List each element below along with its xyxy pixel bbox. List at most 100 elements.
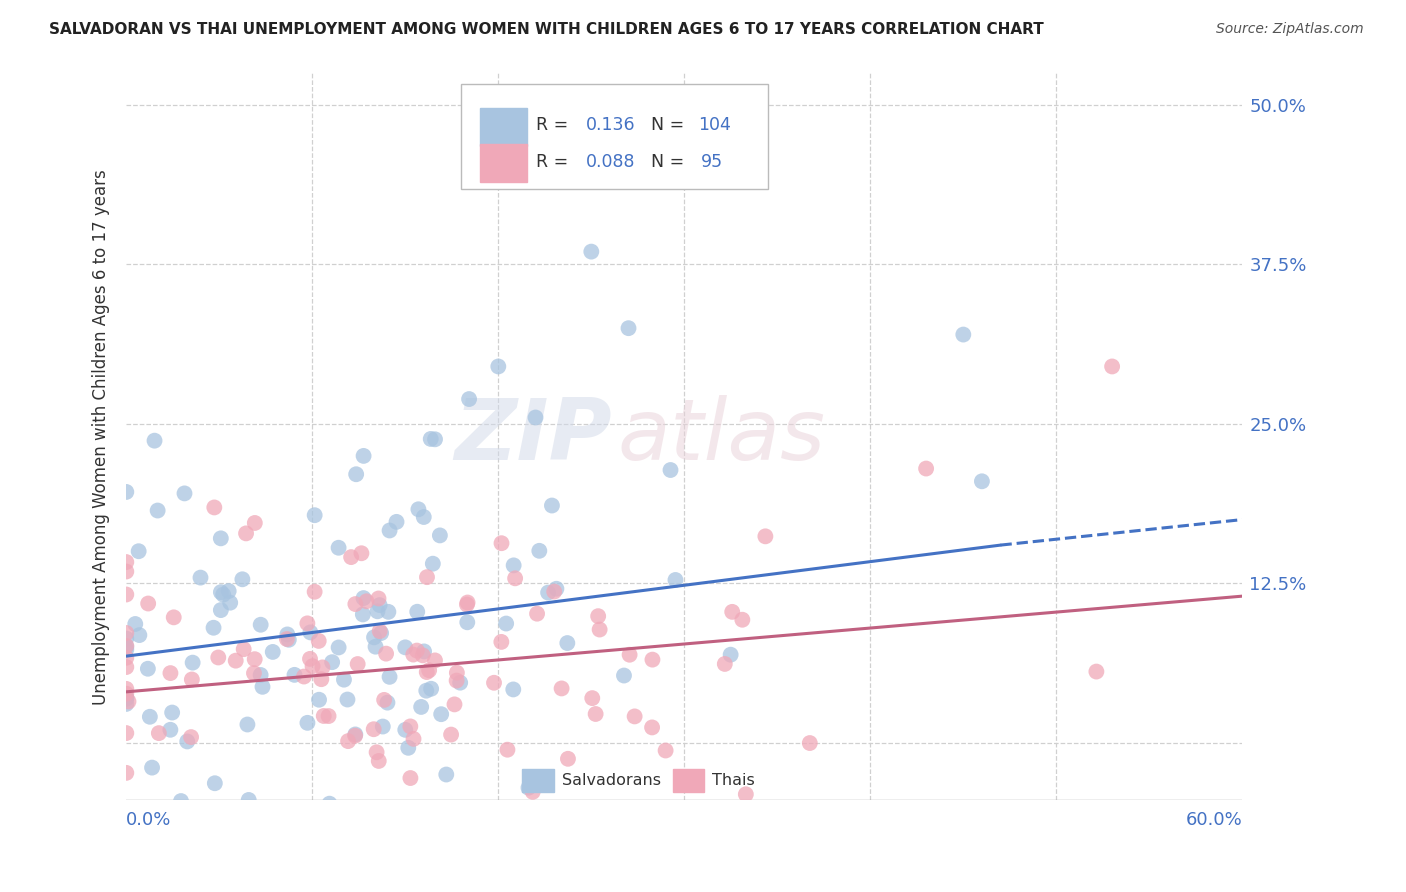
Point (415, 683, 437, 698)
Point (420, 681, 443, 696)
Point (423, 432, 446, 446)
Point (434, 767, 457, 781)
Point (550, 681, 572, 696)
Point (148, 813, 170, 827)
Point (139, 710, 162, 724)
Point (491, 536, 513, 550)
Point (124, 617, 146, 632)
Point (128, 628, 150, 642)
Point (619, 648, 641, 662)
Point (115, 555, 138, 569)
Point (285, 813, 308, 827)
Point (225, 654, 247, 668)
Point (243, 516, 266, 530)
Point (654, 743, 676, 757)
Point (181, 656, 204, 670)
Point (207, 650, 229, 665)
Point (1085, 665, 1108, 679)
Bar (479, 145, 527, 182)
Point (277, 632, 299, 647)
Point (115, 687, 138, 701)
Point (353, 591, 375, 606)
Point (799, 736, 821, 750)
Point (731, 613, 754, 627)
Point (180, 673, 202, 687)
Point (915, 461, 938, 475)
Point (422, 557, 444, 571)
Point (115, 690, 138, 705)
Point (328, 541, 350, 555)
Point (136, 662, 159, 676)
Point (363, 631, 385, 645)
Point (318, 709, 340, 723)
Point (370, 626, 392, 640)
FancyBboxPatch shape (461, 84, 768, 189)
Point (321, 655, 343, 669)
Bar (523, 769, 554, 792)
Text: 95: 95 (702, 153, 723, 170)
Point (202, 500, 225, 515)
Point (586, 609, 609, 624)
Point (363, 723, 385, 737)
Point (396, 740, 419, 755)
Point (412, 648, 434, 663)
Point (163, 610, 186, 624)
Point (970, 475, 993, 489)
Point (502, 558, 524, 573)
Point (446, 665, 468, 680)
Point (1101, 359, 1123, 374)
Point (337, 734, 360, 748)
Point (529, 543, 551, 558)
Point (458, 392, 481, 406)
Point (304, 584, 326, 599)
Point (115, 642, 138, 657)
Text: 0.088: 0.088 (586, 153, 636, 170)
Point (115, 726, 138, 740)
Point (115, 691, 138, 706)
Point (115, 650, 138, 665)
Point (115, 639, 138, 653)
Point (394, 723, 416, 737)
Point (720, 648, 742, 662)
Point (581, 244, 603, 259)
Point (375, 647, 398, 661)
Point (537, 585, 560, 599)
Bar (479, 108, 527, 145)
Point (344, 597, 367, 611)
Point (588, 623, 610, 637)
Point (416, 665, 439, 679)
Point (366, 604, 388, 618)
Point (449, 675, 471, 690)
Point (443, 698, 465, 712)
Point (136, 597, 159, 611)
Point (115, 690, 138, 705)
Point (346, 657, 368, 671)
Text: 60.0%: 60.0% (1185, 811, 1243, 829)
Text: Thais: Thais (713, 773, 755, 789)
Point (714, 657, 737, 671)
Point (350, 546, 373, 560)
Point (399, 719, 422, 733)
Point (143, 434, 166, 448)
Point (344, 727, 367, 741)
Point (368, 624, 391, 639)
Point (377, 696, 399, 710)
Point (617, 321, 640, 335)
Point (457, 595, 479, 609)
Point (502, 682, 524, 697)
Text: 104: 104 (697, 116, 731, 135)
Point (373, 806, 395, 821)
Point (299, 625, 322, 640)
Point (276, 632, 298, 646)
Point (486, 359, 509, 374)
Point (721, 605, 744, 619)
Point (297, 616, 319, 631)
Point (115, 640, 138, 654)
Point (159, 666, 181, 681)
Point (416, 570, 439, 584)
Text: R =: R = (536, 116, 579, 135)
Point (243, 666, 266, 681)
Point (440, 728, 463, 742)
Point (115, 485, 138, 500)
Point (180, 730, 202, 744)
